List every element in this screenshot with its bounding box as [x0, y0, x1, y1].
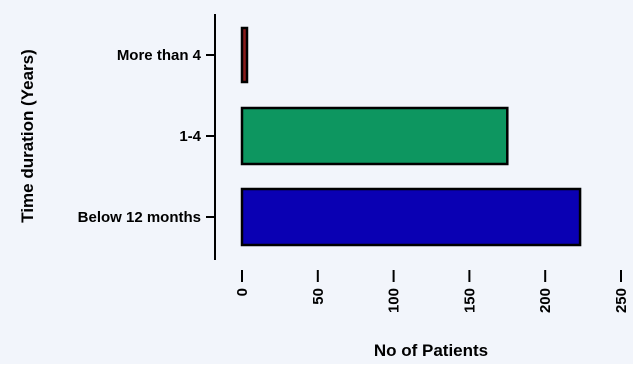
x-tick-label: 50 — [310, 288, 327, 305]
y-tick-label: 1-4 — [179, 128, 201, 145]
bar-1-4 — [240, 106, 509, 166]
y-ticks: Below 12 months 1-4 More than 4 — [78, 47, 215, 226]
x-axis-title: No of Patients — [374, 341, 488, 360]
x-tick-label: 100 — [386, 288, 403, 313]
x-tick-label: 0 — [234, 288, 251, 296]
x-tick-label: 200 — [537, 288, 554, 313]
bar-below-12-months — [240, 187, 582, 247]
bars — [240, 26, 582, 247]
bar-more-than-4 — [240, 26, 249, 84]
y-axis-title: Time duration (Years) — [18, 49, 37, 223]
x-ticks: 0 50 100 150 200 250 — [234, 270, 630, 313]
x-tick-label: 150 — [461, 288, 478, 313]
x-tick-label: 250 — [613, 288, 630, 313]
y-tick-label: More than 4 — [117, 47, 202, 64]
y-tick-label: Below 12 months — [78, 209, 201, 226]
